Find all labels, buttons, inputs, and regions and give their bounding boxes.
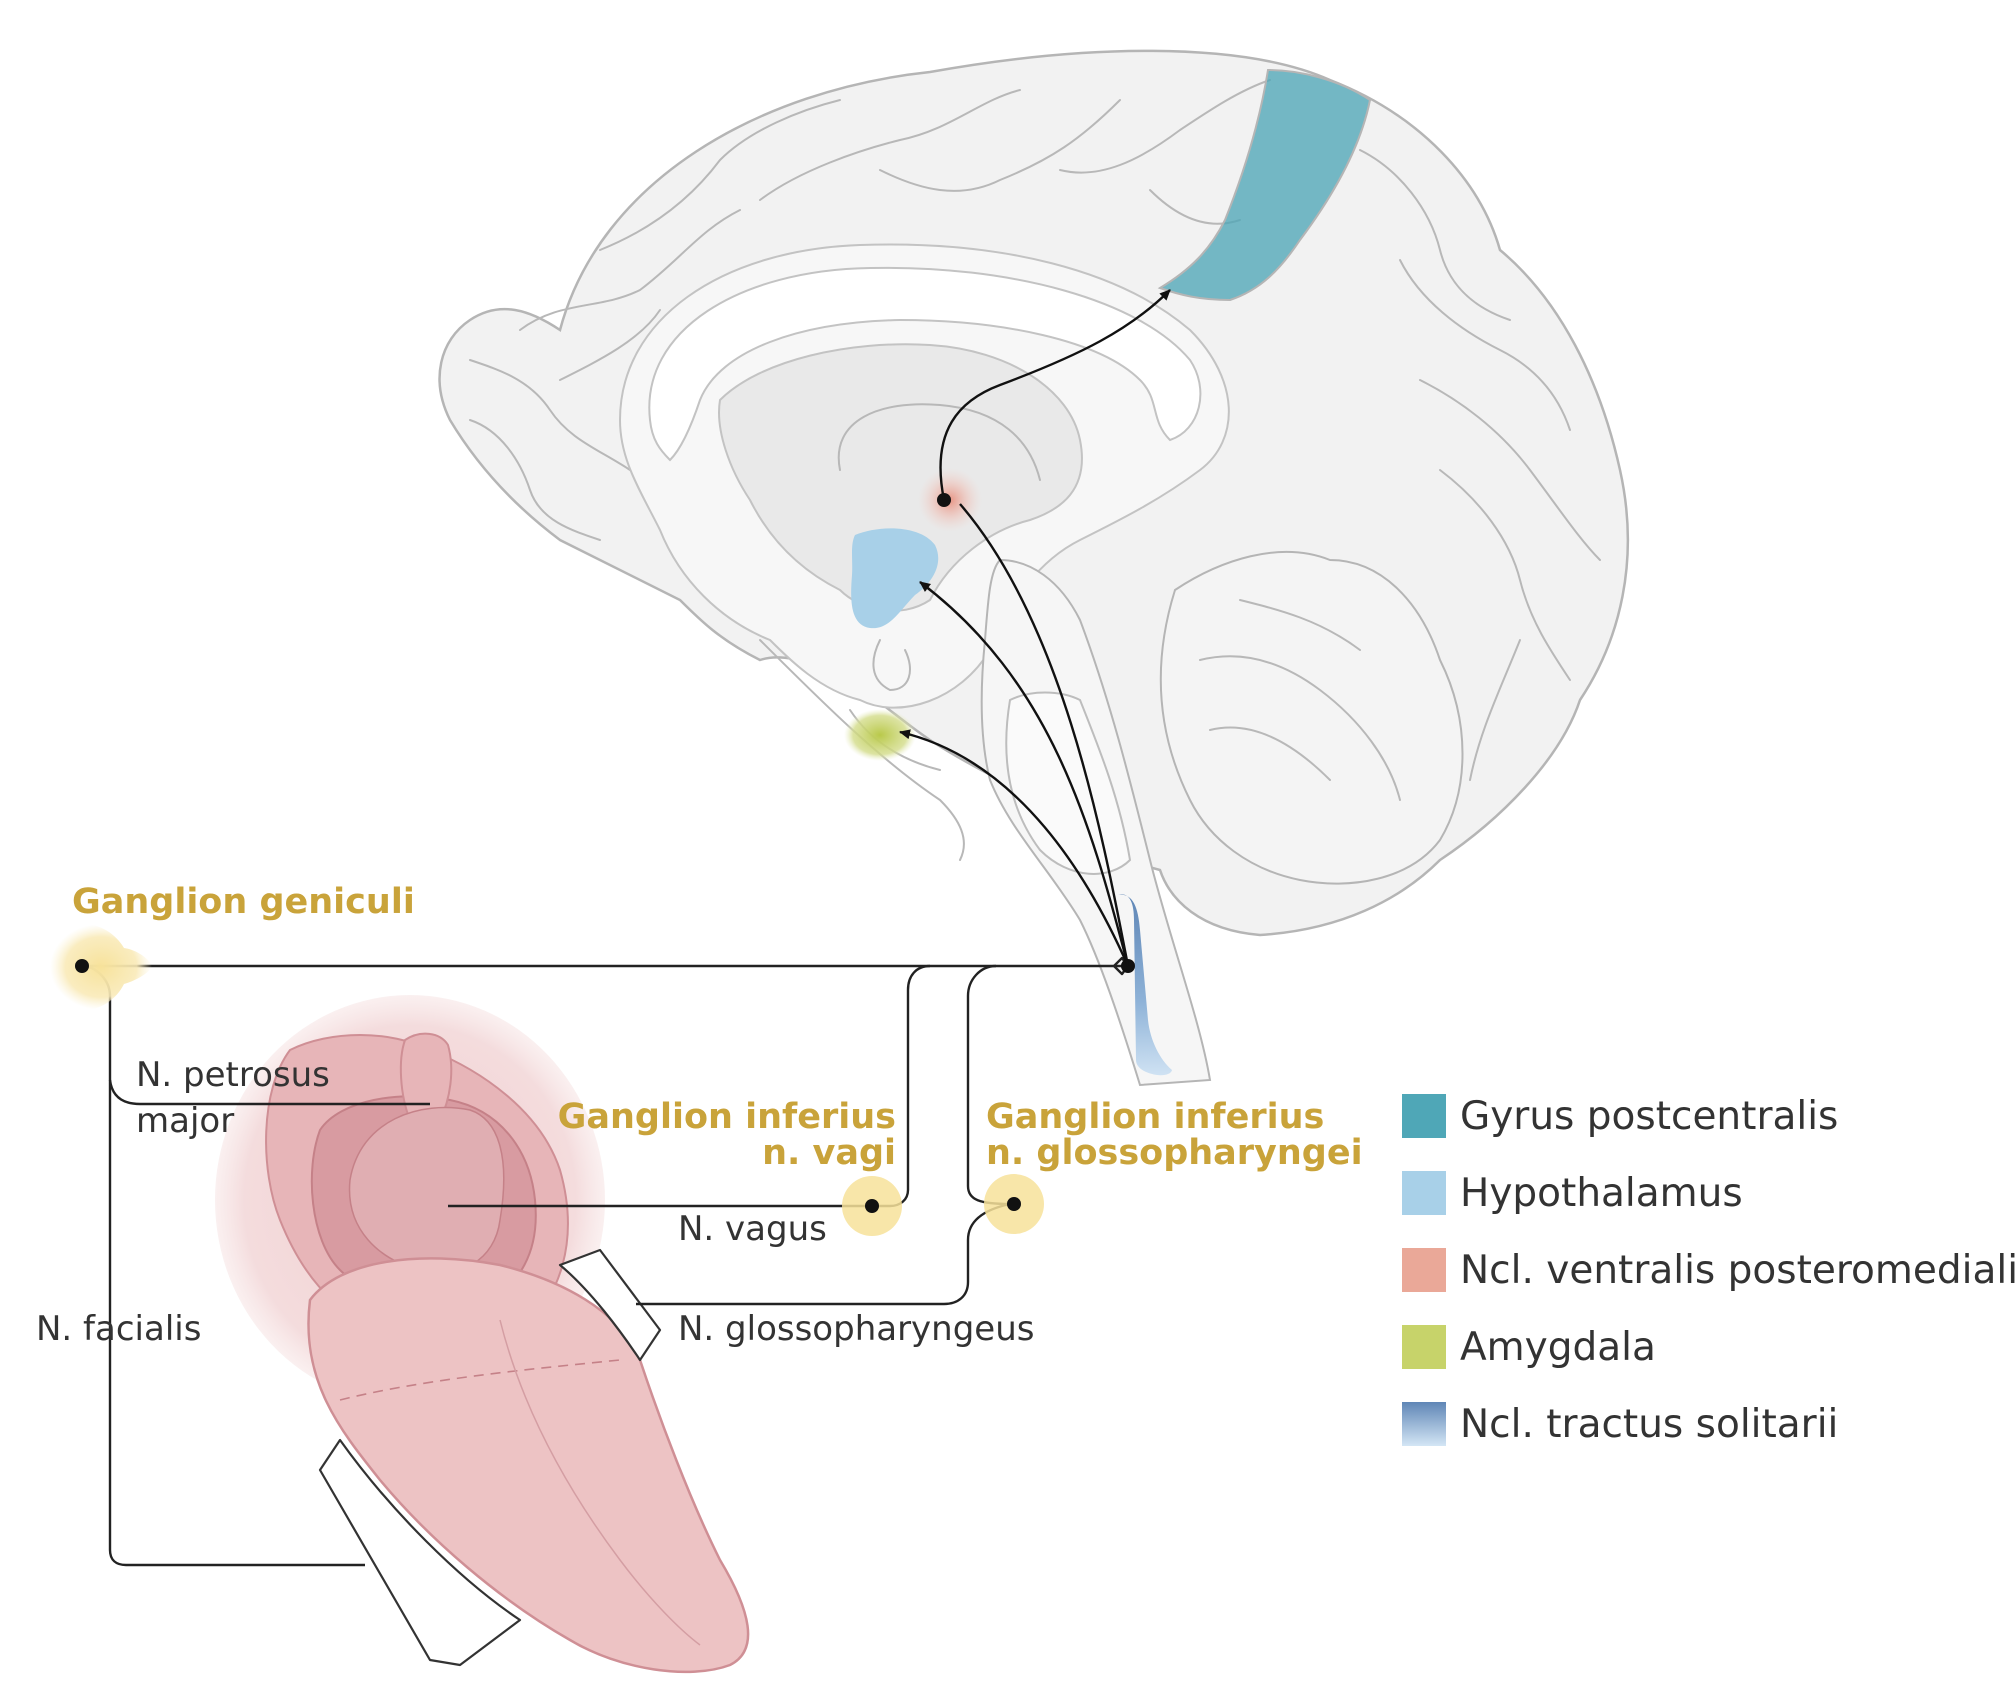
- diencephalon: [718, 343, 1083, 612]
- legend-swatch-3: [1402, 1325, 1446, 1369]
- label-ganglion-inferius-vagi-2: n. vagi: [762, 1133, 896, 1173]
- labels: Ganglion geniculi N. petrosus major N. f…: [36, 882, 1363, 1349]
- label-n-facialis: N. facialis: [36, 1309, 201, 1349]
- epiglottis: [348, 1106, 505, 1274]
- legend: Gyrus postcentralis Hypothalamus Ncl. vent…: [1402, 1094, 2016, 1447]
- label-n-vagus: N. vagus: [678, 1209, 827, 1249]
- label-n-petrosus-major-1: N. petrosus: [136, 1055, 330, 1095]
- label-ganglion-inferius-vagi-1: Ganglion inferius: [558, 1097, 896, 1137]
- tongue: [307, 1257, 750, 1674]
- brain-sagittal-section: [438, 49, 1630, 1087]
- ganglion-geniculi: [50, 924, 152, 1010]
- corpus-callosum: [648, 266, 1202, 462]
- ganglion-geniculi-dot: [75, 959, 89, 973]
- label-ganglion-inferius-glosso-2: n. glossopharyngei: [986, 1133, 1363, 1173]
- legend-label-0: Gyrus postcentralis: [1460, 1094, 1838, 1139]
- label-ganglion-geniculi: Ganglion geniculi: [72, 882, 415, 922]
- hypothalamus-region: [851, 528, 939, 629]
- tongue-zone-outline-back: [558, 1248, 662, 1362]
- tongue-zone-outline-front: [318, 1438, 522, 1667]
- label-n-petrosus-major-2: major: [136, 1101, 234, 1141]
- ganglion-glosso-dot: [1007, 1197, 1021, 1211]
- ganglia: [50, 924, 1044, 1236]
- cerebellum: [1159, 550, 1464, 885]
- tract-vpm-to-cortex: [939, 289, 1171, 501]
- label-n-glossopharyngeus: N. glossopharyngeus: [678, 1309, 1035, 1349]
- tract-to-amygdala: [899, 729, 1130, 967]
- legend-label-2: Ncl. ventralis posteromedialis: [1460, 1248, 2016, 1293]
- n-petrosus-major-path: [108, 1079, 430, 1106]
- legend-swatch-4: [1402, 1402, 1446, 1446]
- ncl-tractus-solitarii-region: [1118, 894, 1172, 1076]
- legend-swatch-1: [1402, 1171, 1446, 1215]
- legend-swatch-0: [1402, 1094, 1446, 1138]
- amygdala-region: [844, 709, 916, 761]
- gyrus-postcentralis-region: [1157, 68, 1372, 302]
- oral-cavity-illustration: [215, 995, 750, 1674]
- tract-to-hypothalamus: [919, 581, 1130, 967]
- legend-swatch-2: [1402, 1248, 1446, 1292]
- legend-label-4: Ncl. tractus solitarii: [1460, 1402, 1838, 1447]
- legend-label-1: Hypothalamus: [1460, 1171, 1743, 1216]
- label-ganglion-inferius-glosso-1: Ganglion inferius: [986, 1097, 1324, 1137]
- legend-label-3: Amygdala: [1460, 1325, 1656, 1370]
- ganglion-vagi-dot: [865, 1199, 879, 1213]
- central-taste-tracts: [899, 289, 1171, 973]
- tract-to-vpm: [959, 503, 1130, 967]
